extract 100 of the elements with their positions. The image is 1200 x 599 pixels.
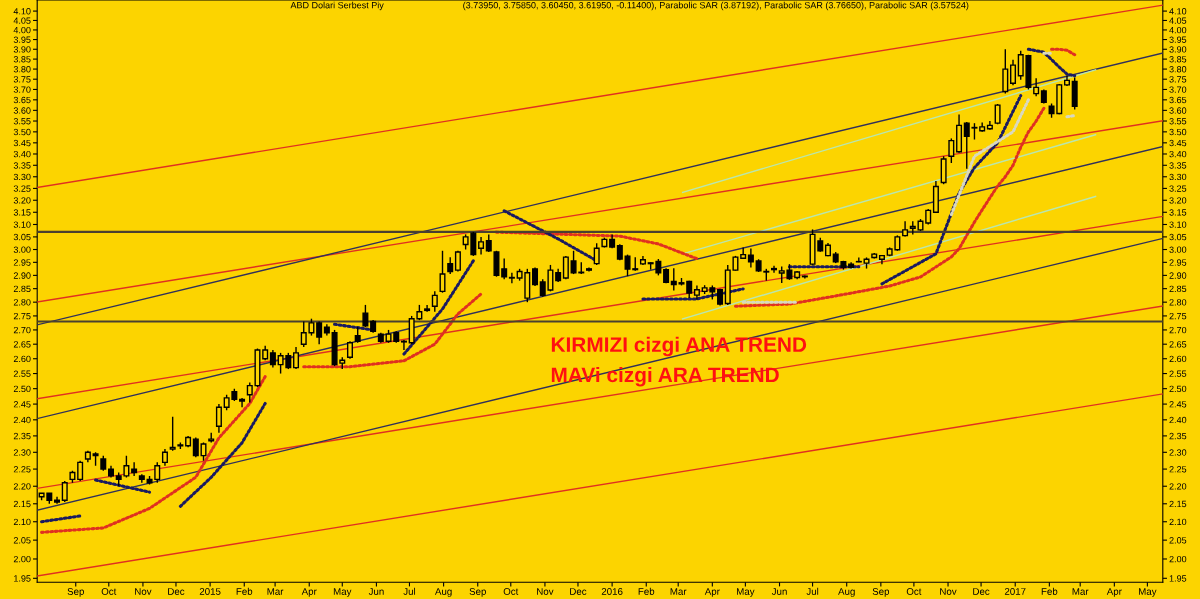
candlestick	[940, 155, 947, 185]
y-tick-label: 3.20	[1169, 197, 1187, 204]
candlestick	[400, 339, 407, 351]
text: 3.55	[13, 117, 31, 125]
y-tick-label: 3.30	[1169, 173, 1187, 181]
x-tick-label: Apr	[1106, 588, 1122, 597]
y-tick-label: 2.45	[1169, 401, 1187, 408]
y-tick-label: 2.40	[1169, 416, 1187, 424]
y-tick-label: 3.05	[1169, 233, 1187, 241]
y-tick-label: 3.35	[1169, 162, 1187, 169]
candlestick	[801, 274, 808, 280]
x-tick-label: Oct	[101, 588, 117, 595]
candlestick	[293, 346, 300, 370]
x-tick-label: Mar	[267, 588, 284, 595]
y-tick-label: 2.85	[1169, 285, 1187, 293]
text: 3.80	[13, 66, 31, 73]
candlestick	[77, 459, 84, 482]
text: 2.45	[13, 401, 31, 408]
y-tick-label: 2.35	[1169, 432, 1187, 440]
text: 3.75	[13, 76, 31, 83]
x-tick-label: Oct	[503, 588, 519, 595]
text: 3.45	[13, 139, 31, 147]
y-tick-label: 3.90	[1169, 46, 1187, 53]
text: 2.30	[13, 449, 31, 456]
text: 3.20	[13, 197, 31, 204]
y-tick-label: 2.55	[1169, 370, 1187, 377]
y-tick-label: 3.40	[1169, 150, 1187, 158]
candlestick	[593, 242, 600, 266]
x-tick-label: Mar	[670, 588, 687, 595]
text: 2.65	[13, 341, 31, 348]
text: 2.15	[13, 500, 31, 508]
text: 3.60	[13, 107, 31, 114]
annotation: KIRMIZI cizgi ANA TREND	[551, 336, 807, 357]
y-tick-label: 3.10	[1169, 221, 1187, 228]
x-tick-label: Oct	[906, 588, 922, 595]
text: 2.00	[13, 555, 31, 563]
text: 2.05	[13, 537, 31, 544]
y-tick-label: 3.65	[1169, 96, 1187, 104]
candlestick	[747, 247, 754, 269]
candlestick	[362, 304, 369, 328]
y-tick-label: 3.55	[1169, 117, 1187, 125]
x-tick-label: Nov	[537, 588, 554, 595]
y-tick-label: 3.95	[1169, 36, 1187, 43]
text: 3.85	[13, 56, 31, 63]
y-tick-label: 1.95	[1169, 575, 1187, 582]
y-tick-label: 4.10	[1169, 8, 1187, 15]
y-tick-label: 3.60	[1169, 107, 1187, 114]
candlestick	[131, 461, 138, 477]
text: 4.00	[13, 26, 31, 34]
candlestick	[215, 403, 222, 434]
x-tick-label: May	[1139, 588, 1157, 597]
text: 1.95	[14, 575, 31, 582]
x-tick-label: Aug	[838, 588, 855, 597]
y-tick-label: 2.60	[1169, 355, 1187, 363]
candlestick	[855, 256, 862, 264]
x-tick-label: 2017	[1004, 588, 1026, 595]
candlestick	[1010, 59, 1017, 87]
text: 2.70	[13, 326, 31, 334]
x-tick-label: Jun	[771, 588, 787, 595]
text: 2.40	[13, 416, 31, 424]
text: 3.40	[13, 150, 31, 158]
x-tick-label: Dec	[168, 588, 185, 595]
text: 3.05	[13, 233, 31, 241]
x-tick-label: May	[737, 588, 755, 597]
x-tick-label: Jun	[368, 588, 384, 595]
text: 4.10	[13, 8, 31, 15]
candlestick	[239, 397, 246, 408]
y-tick-label: 2.30	[1169, 449, 1187, 456]
text: 2.95	[13, 259, 31, 266]
x-tick-label: Feb	[638, 587, 655, 595]
text: 4.05	[13, 17, 31, 24]
text: 2.35	[13, 432, 31, 440]
y-tick-label: 2.15	[1169, 500, 1187, 508]
y-tick-label: 2.75	[1169, 312, 1187, 320]
y-tick-label: 3.75	[1169, 76, 1187, 83]
y-tick-label: 3.25	[1169, 185, 1187, 192]
text: 2.55	[13, 370, 31, 377]
x-tick-label: Sep	[872, 588, 890, 597]
y-tick-label: 3.85	[1169, 56, 1187, 63]
text: 3.95	[13, 36, 31, 43]
text: 3.50	[13, 128, 31, 136]
text: 3.70	[13, 86, 31, 93]
candlestick	[431, 290, 438, 313]
text: 3.90	[13, 46, 31, 53]
text: 2.10	[13, 518, 31, 526]
text: 2.75	[13, 312, 31, 320]
y-tick-label: 2.20	[1169, 483, 1187, 490]
candlestick	[316, 320, 323, 345]
candlestick	[493, 250, 500, 278]
text: 3.65	[13, 96, 31, 104]
text: 2.25	[13, 466, 31, 473]
x-tick-label: 2016	[601, 588, 623, 595]
y-tick-label: 3.00	[1169, 246, 1187, 253]
candlestick	[508, 272, 515, 285]
text: 2.20	[13, 483, 31, 490]
x-tick-label: May	[333, 588, 352, 597]
text: 3.25	[13, 185, 31, 192]
chart-title: ABD Dolari Serbest Piy	[290, 1, 384, 11]
y-tick-label: 2.50	[1169, 385, 1187, 393]
text: 3.15	[13, 209, 31, 216]
